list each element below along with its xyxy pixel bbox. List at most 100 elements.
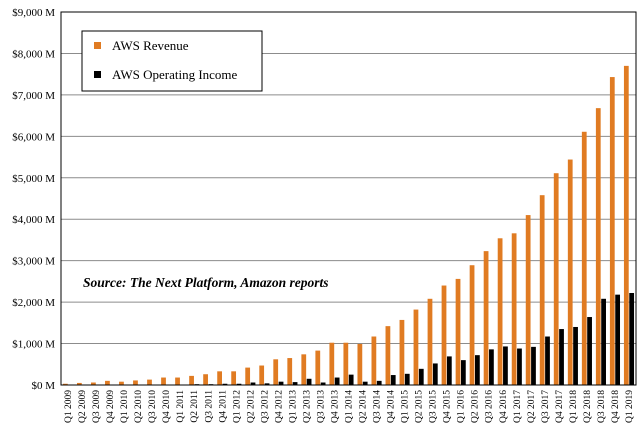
bar-aws-revenue-q4-2014 bbox=[385, 326, 391, 385]
bar-aws-operating-income-q1-2019 bbox=[629, 292, 635, 385]
x-tick-label-q3-2010: Q3 2010 bbox=[148, 390, 158, 423]
x-tick-label-q2-2016: Q2 2016 bbox=[471, 390, 481, 423]
x-tick-label-q1-2017: Q1 2017 bbox=[513, 390, 523, 423]
bar-aws-revenue-q3-2015 bbox=[427, 298, 433, 385]
bar-aws-operating-income-q4-2015 bbox=[446, 356, 452, 385]
bar-aws-revenue-q1-2017 bbox=[511, 233, 517, 385]
bar-aws-revenue-q4-2015 bbox=[441, 285, 447, 385]
bar-aws-revenue-q4-2009 bbox=[105, 380, 110, 385]
x-tick-label-q1-2014: Q1 2014 bbox=[345, 390, 355, 423]
bar-aws-revenue-q1-2014 bbox=[343, 342, 349, 385]
x-tick-label-q3-2018: Q3 2018 bbox=[597, 390, 607, 423]
bar-aws-revenue-q1-2013 bbox=[287, 358, 293, 385]
y-tick-label-6000: $6,000 M bbox=[12, 131, 55, 143]
bar-aws-revenue-q2-2010 bbox=[133, 380, 138, 385]
bar-aws-operating-income-q4-2016 bbox=[503, 346, 508, 385]
legend-label-aws-operating-income: AWS Operating Income bbox=[112, 67, 238, 82]
bar-aws-revenue-q2-2017 bbox=[525, 215, 531, 385]
y-tick-label-0: $0 M bbox=[31, 380, 55, 392]
x-tick-label-q1-2011: Q1 2011 bbox=[176, 390, 186, 423]
bar-aws-revenue-q4-2013 bbox=[329, 342, 335, 385]
bars bbox=[62, 65, 635, 385]
x-tick-label-q4-2018: Q4 2018 bbox=[611, 390, 621, 423]
bar-aws-operating-income-q3-2014 bbox=[376, 380, 382, 385]
x-tick-label-q4-2011: Q4 2011 bbox=[218, 390, 228, 423]
x-tick-label-q2-2011: Q2 2011 bbox=[190, 390, 200, 423]
bar-aws-revenue-q2-2014 bbox=[357, 343, 363, 385]
bar-aws-operating-income-q3-2012 bbox=[264, 383, 270, 385]
x-tick-label-q3-2009: Q3 2009 bbox=[92, 390, 102, 423]
x-tick-label-q1-2009: Q1 2009 bbox=[64, 390, 74, 423]
bar-aws-operating-income-q3-2013 bbox=[320, 382, 326, 385]
bar-aws-operating-income-q4-2013 bbox=[334, 377, 340, 385]
bar-aws-operating-income-q1-2017 bbox=[517, 348, 522, 385]
bar-aws-operating-income-q1-2016 bbox=[460, 360, 466, 385]
bar-aws-revenue-q3-2018 bbox=[595, 108, 601, 385]
y-tick-label-3000: $3,000 M bbox=[12, 256, 55, 268]
bar-aws-operating-income-q2-2018 bbox=[587, 317, 592, 385]
bar-aws-revenue-q1-2016 bbox=[455, 278, 461, 385]
x-tick-label-q4-2017: Q4 2017 bbox=[555, 390, 565, 423]
bar-aws-revenue-q3-2010 bbox=[147, 379, 152, 385]
bar-aws-operating-income-q4-2014 bbox=[390, 375, 396, 385]
plot-frame bbox=[60, 11, 637, 386]
x-tick-label-q3-2013: Q3 2013 bbox=[316, 390, 326, 423]
bar-aws-operating-income-q2-2012 bbox=[250, 382, 256, 385]
bar-aws-operating-income-q2-2016 bbox=[475, 355, 480, 385]
bar-aws-operating-income-q1-2012 bbox=[236, 383, 242, 385]
x-tick-label-q2-2018: Q2 2018 bbox=[583, 390, 593, 423]
bar-aws-operating-income-q4-2017 bbox=[559, 329, 564, 385]
y-tick-label-9000: $9,000 M bbox=[12, 7, 55, 19]
x-tick-label-q2-2017: Q2 2017 bbox=[527, 390, 537, 423]
bar-aws-revenue-q4-2018 bbox=[609, 77, 615, 385]
bar-aws-revenue-q4-2017 bbox=[553, 173, 559, 385]
x-tick-label-q3-2014: Q3 2014 bbox=[373, 390, 383, 423]
bar-aws-revenue-q2-2012 bbox=[245, 367, 251, 385]
x-tick-label-q1-2013: Q1 2013 bbox=[288, 390, 298, 423]
legend: AWS Revenue AWS Operating Income bbox=[81, 30, 263, 92]
y-tick-label-2000: $2,000 M bbox=[12, 297, 55, 309]
x-tick-label-q1-2015: Q1 2015 bbox=[401, 390, 411, 423]
bar-aws-operating-income-q1-2018 bbox=[573, 326, 578, 385]
bar-aws-revenue-q1-2015 bbox=[399, 319, 405, 385]
x-tick-label-q2-2015: Q2 2015 bbox=[415, 390, 425, 423]
bar-aws-revenue-q2-2018 bbox=[581, 131, 587, 385]
bar-aws-revenue-q4-2010 bbox=[161, 377, 166, 385]
bar-aws-revenue-q1-2009 bbox=[62, 383, 68, 385]
bar-aws-revenue-q1-2019 bbox=[623, 65, 629, 385]
y-tick-label-4000: $4,000 M bbox=[12, 214, 55, 226]
x-tick-label-q1-2019: Q1 2019 bbox=[625, 390, 635, 423]
x-tick-label-q2-2009: Q2 2009 bbox=[78, 390, 88, 423]
x-tick-label-q4-2015: Q4 2015 bbox=[443, 390, 453, 423]
bar-aws-revenue-q3-2011 bbox=[203, 374, 208, 385]
axes bbox=[60, 11, 637, 386]
bar-aws-operating-income-q1-2014 bbox=[348, 374, 354, 385]
bar-aws-operating-income-q3-2016 bbox=[489, 349, 494, 385]
x-tick-label-q2-2013: Q2 2013 bbox=[302, 390, 312, 423]
bar-aws-revenue-q1-2012 bbox=[231, 371, 237, 385]
bar-aws-operating-income-q2-2013 bbox=[306, 378, 312, 385]
bar-aws-operating-income-q4-2012 bbox=[278, 381, 284, 385]
source-annotation: Source: The Next Platform, Amazon report… bbox=[83, 275, 329, 290]
bar-aws-revenue-q3-2014 bbox=[371, 336, 377, 385]
y-tick-label-7000: $7,000 M bbox=[12, 90, 55, 102]
bar-aws-revenue-q4-2016 bbox=[497, 238, 503, 385]
x-tick-label-q1-2012: Q1 2012 bbox=[232, 390, 242, 423]
legend-swatch-aws-revenue bbox=[94, 42, 101, 49]
bar-aws-operating-income-q1-2013 bbox=[292, 382, 298, 385]
bar-aws-revenue-q3-2012 bbox=[259, 365, 265, 385]
x-tick-label-q2-2010: Q2 2010 bbox=[134, 390, 144, 423]
x-tick-labels: Q1 2009 Q2 2009 Q3 2009 Q4 2009 Q1 2010 Q2 20… bbox=[64, 390, 635, 423]
x-tick-label-q2-2012: Q2 2012 bbox=[246, 390, 256, 423]
bar-aws-revenue-q2-2016 bbox=[469, 265, 475, 385]
x-tick-label-q2-2014: Q2 2014 bbox=[359, 390, 369, 423]
y-tick-label-8000: $8,000 M bbox=[12, 48, 55, 60]
bar-aws-revenue-q2-2009 bbox=[76, 382, 82, 385]
x-tick-label-q1-2010: Q1 2010 bbox=[120, 390, 130, 423]
bar-aws-revenue-q2-2011 bbox=[189, 375, 194, 385]
x-tick-label-q3-2015: Q3 2015 bbox=[429, 390, 439, 423]
y-tick-labels: $0 M $1,000 M $2,000 M $3,000 M $4,000 M $5,0… bbox=[12, 7, 55, 392]
bar-aws-revenue-q1-2018 bbox=[567, 159, 573, 385]
legend-swatch-aws-operating-income bbox=[94, 71, 101, 78]
legend-label-aws-revenue: AWS Revenue bbox=[112, 38, 189, 53]
